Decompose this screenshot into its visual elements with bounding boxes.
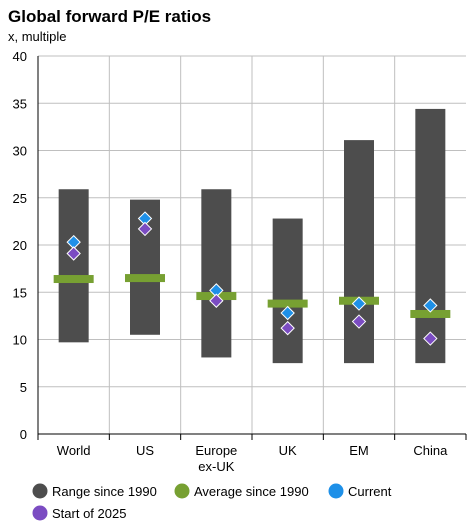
current-marker-em (351, 296, 367, 311)
range-bar-uk (272, 218, 303, 364)
y-axis: 0 5 10 15 20 25 30 35 40 (13, 49, 39, 442)
start-of-2025-marker-china (423, 331, 438, 346)
range-bar-em (344, 140, 374, 364)
range-since-1990-legend-swatch (32, 483, 48, 499)
average-since-1990-legend-label: Average since 1990 (194, 484, 309, 499)
range-since-1990-legend-label: Range since 1990 (52, 484, 157, 499)
y-tick-label: 15 (13, 285, 27, 300)
range-bar-china (415, 108, 446, 364)
range-bar-europe-ex-uk (201, 189, 232, 358)
x-tick-label: EM (349, 443, 369, 458)
chart-title: Global forward P/E ratios (8, 7, 211, 26)
current-marker-uk (280, 305, 295, 321)
plot-area (53, 108, 451, 364)
y-tick-label: 10 (13, 333, 27, 348)
current-legend-label: Current (348, 484, 392, 499)
y-tick-label: 30 (13, 144, 27, 159)
x-tick-label: US (136, 443, 154, 458)
y-tick-label: 20 (13, 238, 27, 253)
y-tick-label: 25 (13, 191, 27, 206)
chart-subtitle: x, multiple (8, 29, 67, 44)
x-tick-label: ex-UK (198, 459, 234, 474)
y-tick-label: 35 (13, 96, 27, 111)
average-marker-china (410, 309, 451, 318)
average-since-1990-legend-swatch (174, 483, 190, 499)
y-tick-label: 0 (20, 427, 27, 442)
start-of-2025-legend-label: Start of 2025 (52, 506, 126, 521)
range-bar-world (58, 189, 89, 343)
y-tick-label: 5 (20, 380, 27, 395)
legend: Range since 1990 Average since 1990 Curren… (32, 483, 392, 521)
start-of-2025-marker-em (351, 314, 367, 329)
x-tick-label: UK (279, 443, 297, 458)
average-marker-us (125, 274, 165, 283)
current-legend-swatch (328, 483, 344, 499)
average-marker-uk (267, 299, 308, 308)
current-marker-china (423, 298, 438, 313)
gridlines (38, 55, 466, 434)
start-of-2025-marker-us (137, 221, 153, 237)
average-marker-world (53, 275, 94, 284)
start-of-2025-legend-swatch (32, 505, 48, 521)
x-tick-label: Europe (195, 443, 237, 458)
start-of-2025-marker-europe-ex-uk (209, 293, 224, 308)
x-tick-label: World (57, 443, 91, 458)
start-of-2025-marker-world (66, 246, 81, 261)
y-tick-label: 40 (13, 49, 27, 64)
x-tick-label: China (413, 443, 448, 458)
start-of-2025-marker-uk (280, 320, 295, 336)
